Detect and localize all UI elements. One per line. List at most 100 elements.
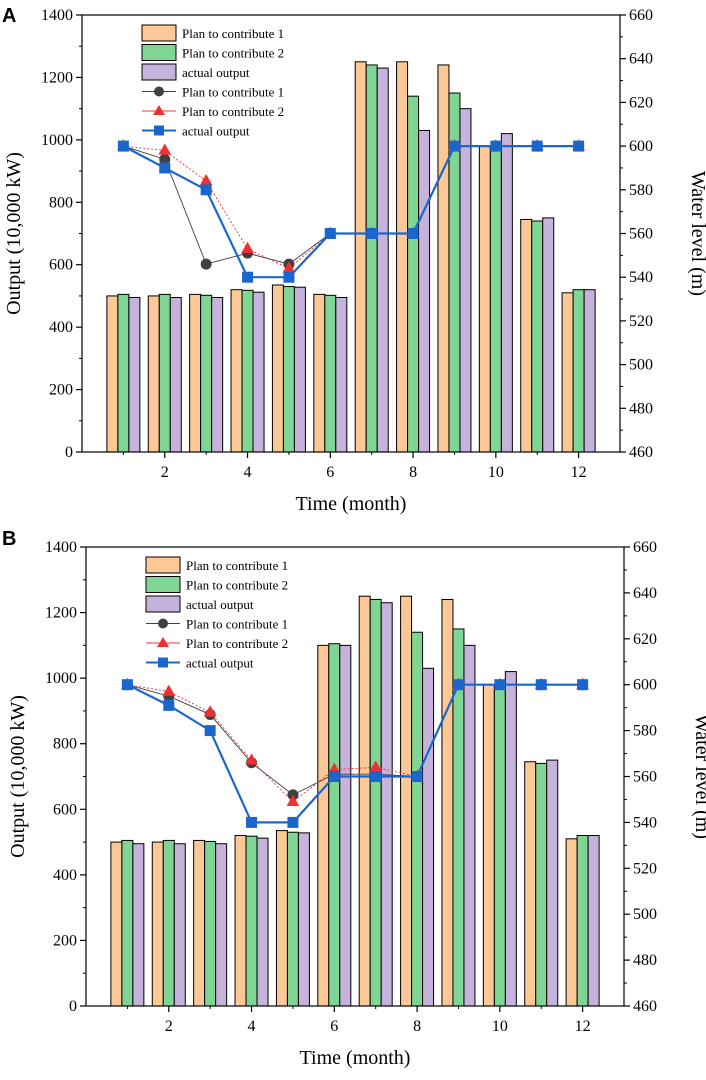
bar [369, 598, 382, 1007]
square-marker [117, 140, 129, 152]
y-tick-label: 600 [49, 257, 73, 274]
y-tick-label: 1200 [45, 605, 77, 622]
y2-tick-label: 580 [629, 182, 653, 199]
bar [282, 286, 295, 453]
y2-tick-label: 620 [633, 631, 657, 648]
x-tick-label: 12 [575, 1018, 591, 1035]
y2-tick-label: 600 [629, 138, 653, 155]
legend-circle-marker [158, 618, 168, 629]
bar [531, 220, 544, 453]
y2-tick-label: 500 [629, 357, 653, 374]
bar [339, 644, 352, 1007]
bar [576, 835, 589, 1007]
bar [297, 832, 310, 1007]
square-marker [328, 771, 340, 782]
triangle-marker [369, 760, 382, 772]
panel-label: A [2, 5, 16, 27]
legend-label: Plan to contribute 2 [182, 104, 284, 119]
bar [561, 292, 574, 453]
y2-tick-label: 560 [633, 769, 657, 786]
triangle-marker [245, 753, 258, 765]
bar [106, 295, 119, 453]
bar [587, 835, 600, 1007]
bar [583, 289, 596, 453]
bar [241, 289, 254, 453]
bar [411, 631, 424, 1007]
bar [158, 293, 171, 453]
bar [147, 295, 160, 453]
y-tick-label: 800 [49, 194, 73, 211]
y2-tick-label: 560 [629, 226, 653, 243]
y-tick-label: 1400 [41, 7, 73, 24]
bar [524, 761, 537, 1007]
legend-swatch [141, 24, 177, 42]
legend: Plan to contribute 1 Plan to contribute 2… [141, 24, 284, 139]
bar [110, 841, 123, 1007]
chart-panel-a: A 2 4 6 8 10 12 0 200 400 600 800 1000 1200 1400 460 480… [2, 5, 706, 515]
square-marker [370, 771, 382, 782]
y2-tick-label: 500 [633, 906, 657, 923]
bar [117, 293, 130, 453]
y-tick-label: 0 [69, 998, 77, 1015]
square-marker [324, 228, 336, 239]
bar [275, 830, 288, 1007]
bar [546, 759, 559, 1007]
y2-tick-label: 600 [633, 677, 657, 694]
circle-marker [200, 258, 212, 270]
square-marker [494, 679, 506, 691]
y-tick-label: 200 [53, 932, 77, 949]
square-marker [200, 184, 212, 196]
bar [418, 129, 431, 453]
legend-swatch [145, 556, 181, 574]
legend-swatch [145, 576, 181, 593]
x-axis-title: Time (month) [296, 493, 407, 515]
triangle-marker [241, 241, 254, 253]
bar [121, 839, 134, 1007]
bar [407, 95, 420, 453]
bar [463, 644, 476, 1007]
y-tick-label: 0 [65, 444, 73, 461]
triangle-marker [158, 143, 172, 155]
y2-tick-label: 520 [633, 860, 657, 877]
bar [204, 840, 217, 1007]
bar [317, 644, 330, 1007]
bar [162, 839, 175, 1007]
legend-triangle-marker [153, 105, 165, 115]
legend-label: Plan to contribute 1 [186, 617, 288, 632]
actual-water-line [126, 683, 583, 824]
bar [200, 294, 213, 453]
y2-tick-label: 480 [629, 400, 653, 417]
bar [173, 843, 186, 1007]
triangle-marker [199, 174, 213, 186]
bar [493, 684, 506, 1007]
legend-label: actual output [182, 124, 250, 139]
bar [189, 293, 202, 453]
triangle-marker [203, 705, 217, 717]
bar [215, 843, 228, 1007]
square-marker [159, 162, 171, 174]
x-tick-label: 8 [409, 464, 417, 481]
legend-label: actual output [186, 656, 254, 671]
square-marker [121, 679, 133, 691]
bar [132, 843, 145, 1007]
y2-axis-title: Water level (m) [691, 714, 706, 839]
square-marker [246, 816, 258, 828]
bar [324, 294, 337, 453]
y2-tick-label: 660 [629, 7, 653, 24]
square-marker [204, 725, 216, 737]
y2-tick-label: 640 [629, 51, 653, 68]
triangle-marker [282, 261, 296, 273]
square-marker [163, 699, 175, 711]
bar [400, 595, 413, 1007]
x-tick-label: 2 [165, 1018, 173, 1035]
bar [128, 296, 141, 453]
bar [230, 289, 243, 453]
y2-tick-label: 660 [633, 539, 657, 556]
bar [565, 838, 578, 1007]
actual-water-line [122, 145, 579, 279]
y2-axis-title: Water level (m) [687, 171, 706, 296]
square-marker [283, 271, 295, 283]
x-tick-label: 6 [326, 464, 334, 481]
bar [365, 64, 378, 453]
